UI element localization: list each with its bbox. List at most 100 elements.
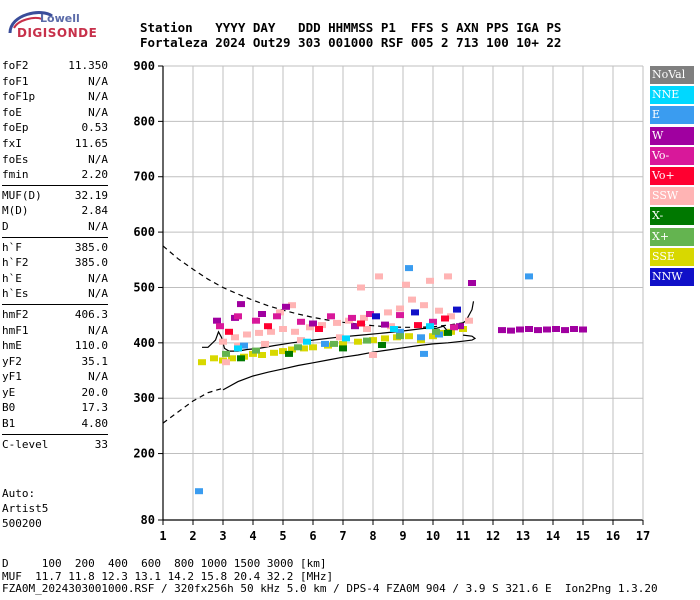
param-value: 32.19	[74, 188, 108, 202]
legend-item: NoVal	[650, 66, 694, 84]
param-value: N/A	[88, 74, 108, 88]
echo-point	[360, 314, 368, 321]
param-value: N/A	[88, 152, 108, 166]
echo-point	[357, 284, 365, 291]
param-row: yF1 N/A	[2, 369, 108, 385]
param-value: 17.3	[81, 401, 109, 415]
profile-traces	[162, 245, 477, 424]
auto-line-3: 500200	[2, 517, 42, 530]
echo-point	[309, 344, 317, 351]
echo-point	[363, 337, 371, 344]
legend-item: Vo-	[650, 146, 694, 165]
echo-point	[441, 315, 449, 322]
param-value: 0.53	[81, 121, 109, 135]
param-separator	[2, 433, 108, 435]
echo-point	[432, 328, 440, 335]
param-value: 110.0	[74, 339, 108, 353]
param-row: B0 17.3	[2, 400, 108, 416]
echo-point	[396, 328, 404, 335]
echo-point	[327, 313, 335, 320]
param-name: yF2	[2, 354, 22, 368]
echo-point	[315, 326, 323, 332]
echo-point	[336, 334, 344, 341]
param-name: MUF(D)	[2, 188, 42, 202]
echo-point	[303, 338, 311, 345]
param-value: 11.350	[68, 59, 108, 72]
echo-point	[429, 333, 437, 340]
x-tick-label: 17	[636, 529, 650, 543]
echo-point	[321, 340, 329, 347]
echo-point	[333, 319, 341, 326]
echo-point	[378, 342, 386, 348]
echo-points	[195, 265, 587, 495]
echo-point	[279, 348, 287, 355]
echo-point	[408, 296, 416, 303]
echo-point	[240, 342, 248, 349]
x-tick-label: 13	[516, 529, 530, 543]
echo-point	[435, 307, 443, 314]
echo-point	[405, 265, 413, 272]
x-tick-label: 15	[576, 529, 590, 543]
param-row: yF2 35.1	[2, 354, 108, 370]
echo-point	[330, 340, 338, 347]
param-name: hmF1	[2, 323, 29, 337]
param-row: foEs N/A	[2, 152, 108, 168]
x-tick-label: 12	[486, 529, 500, 543]
echo-point	[231, 334, 239, 341]
echo-point	[516, 326, 524, 333]
param-value: 385.0	[74, 240, 108, 254]
param-name: foE	[2, 105, 22, 119]
param-row: foF1 N/A	[2, 74, 108, 90]
legend-item: E	[650, 106, 694, 125]
x-tick-label: 11	[456, 529, 470, 543]
echo-point	[570, 326, 578, 332]
x-tick-label: 10	[426, 529, 440, 543]
echo-point	[525, 273, 533, 280]
echo-point	[429, 318, 437, 325]
param-name: foF2	[2, 59, 29, 72]
echo-point	[222, 350, 230, 357]
param-separator	[2, 184, 108, 186]
echo-point	[270, 349, 278, 356]
echo-point	[465, 317, 473, 324]
echo-point	[411, 309, 419, 316]
echo-point	[498, 327, 506, 334]
echo-point	[309, 320, 317, 327]
echo-point	[306, 324, 314, 331]
legend-item: SSW	[650, 187, 694, 206]
echo-point	[234, 345, 242, 352]
legend-item: NNE	[650, 86, 694, 105]
echo-point	[381, 321, 389, 328]
echo-point	[396, 333, 404, 340]
echo-point	[444, 273, 452, 280]
param-row: yE 20.0	[2, 385, 108, 401]
echo-point	[420, 350, 428, 357]
tick-labels: 1 2 3 4 5 6 7 8 9 10 11 12 13 14 15 16 17802003004005006…	[133, 59, 650, 543]
param-name: B0	[2, 401, 16, 415]
param-name: D	[2, 219, 9, 233]
echo-point	[372, 313, 380, 320]
param-name: foF1	[2, 74, 29, 88]
legend-item: Vo+	[650, 166, 694, 185]
param-row: h`F 385.0	[2, 240, 108, 256]
param-value: N/A	[88, 271, 108, 285]
param-name: h`F	[2, 240, 22, 254]
x-tick-label: 3	[219, 529, 226, 543]
y-tick-label: 600	[133, 225, 155, 239]
echo-point	[525, 326, 533, 332]
param-value: 406.3	[74, 307, 108, 321]
param-name: B1	[2, 417, 16, 431]
x-tick-label: 4	[249, 529, 256, 543]
y-tick-label: 200	[133, 447, 155, 461]
echo-point	[369, 337, 377, 344]
echo-point	[366, 311, 374, 317]
param-name: foEs	[2, 152, 29, 166]
echo-point	[273, 313, 281, 320]
y-tick-label: 500	[133, 280, 155, 294]
echo-point	[402, 281, 410, 288]
echo-point	[447, 313, 455, 320]
legend-item: NNW	[650, 267, 694, 286]
param-name: hmE	[2, 339, 22, 353]
param-value: N/A	[88, 287, 108, 301]
